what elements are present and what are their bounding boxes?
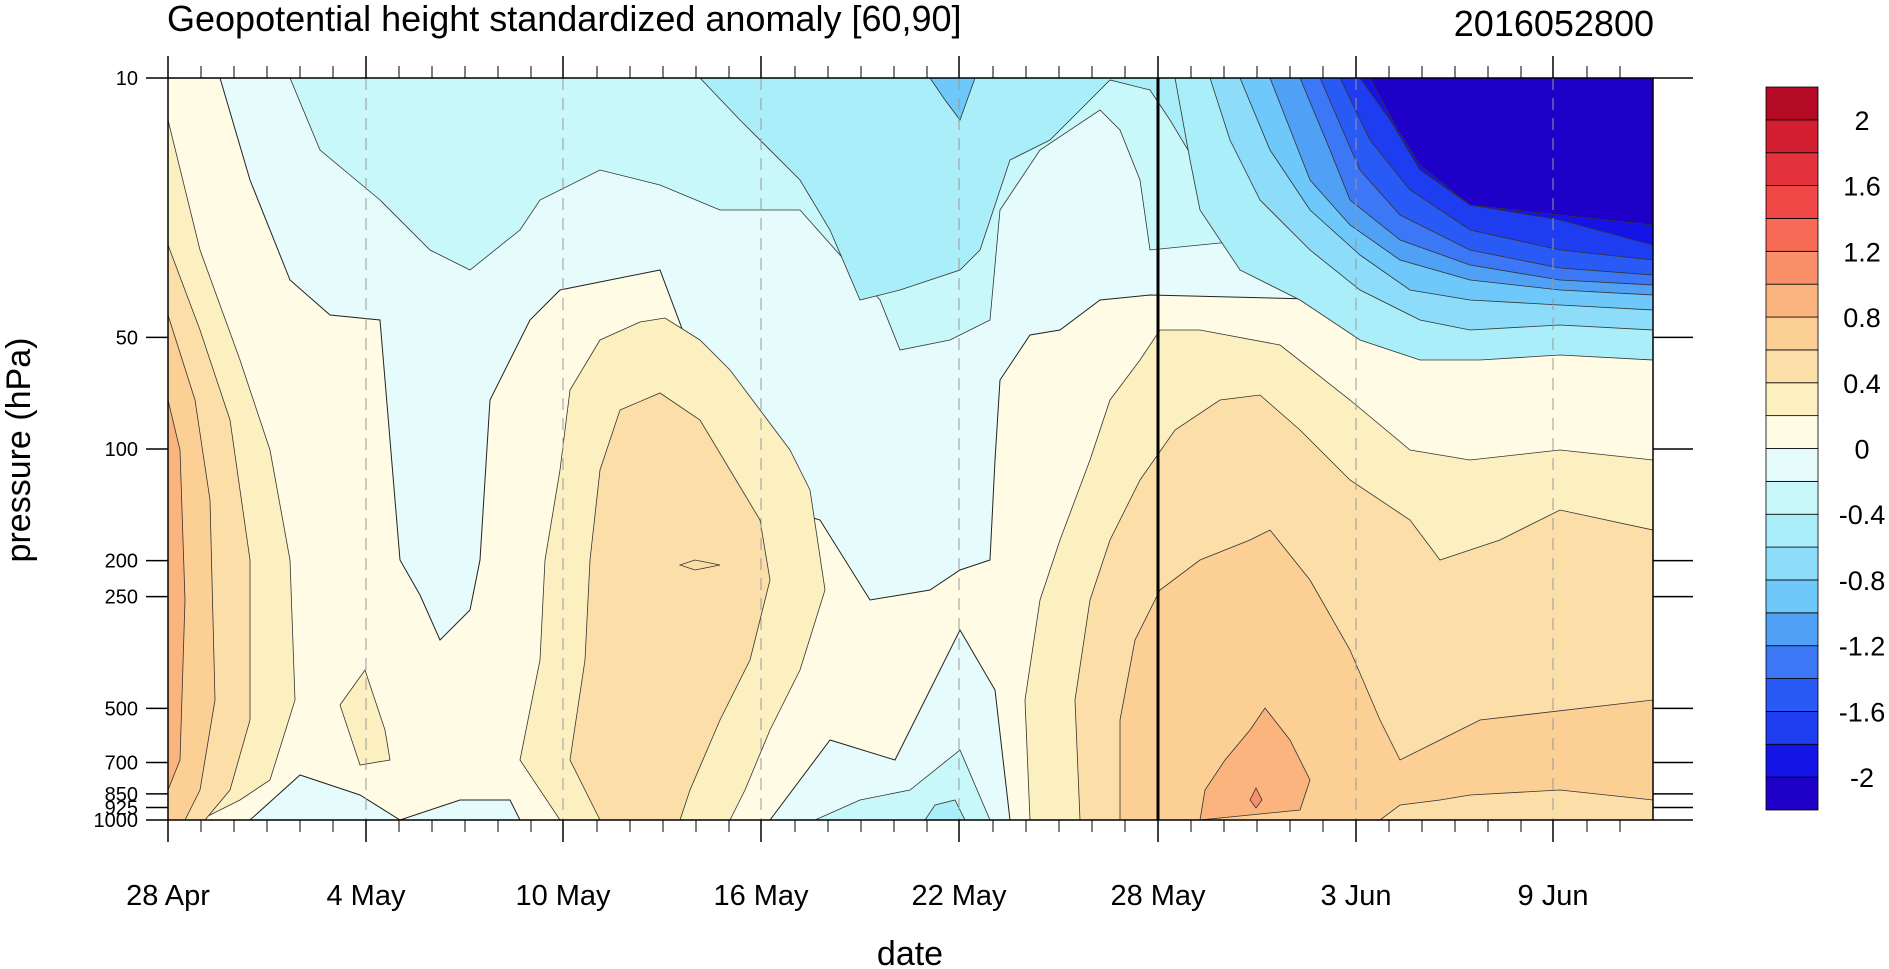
colorbar-swatch	[1765, 250, 1819, 285]
warm-patch-4may	[339, 669, 391, 766]
colorbar-label: 1.6	[1843, 172, 1881, 202]
warm-lobe-mid-may-2	[569, 392, 771, 820]
colorbar-swatch	[1765, 448, 1819, 482]
colorbar-swatch	[1765, 415, 1819, 449]
y-tick-label: 500	[105, 698, 138, 720]
colorbar-label: 0.8	[1843, 303, 1881, 333]
colorbar-swatch	[1765, 349, 1819, 384]
x-tick-label: 22 May	[911, 880, 1007, 912]
x-axis: 28 Apr 4 May 10 May 16 May 22 May 28 May 3 Jun…	[126, 56, 1621, 912]
y-axis-label: pressure (hPa)	[0, 338, 38, 563]
colorbar-swatch	[1765, 218, 1819, 252]
y-tick-label: 200	[105, 551, 138, 573]
y-tick-label: 10	[116, 68, 138, 90]
colorbar-label: -0.8	[1839, 566, 1886, 596]
cold-pocket-lower-left	[249, 774, 521, 820]
x-tick-label: 28 May	[1110, 880, 1206, 912]
colorbar-label: 2	[1854, 106, 1869, 136]
x-tick-label: 16 May	[713, 880, 809, 912]
colorbar-label: -0.4	[1839, 500, 1886, 530]
x-tick-label: 9 Jun	[1518, 880, 1589, 912]
colorbar-swatch	[1765, 382, 1819, 417]
colorbar-swatch	[1765, 283, 1819, 318]
x-tick-label: 3 Jun	[1321, 880, 1392, 912]
colorbar-swatch	[1765, 711, 1819, 745]
y-tick-label: 925	[105, 797, 138, 819]
x-tick-label: 28 Apr	[126, 880, 210, 912]
x-tick-label: 10 May	[515, 880, 611, 912]
colorbar-label: 1.2	[1843, 237, 1881, 267]
contour-field	[168, 78, 1653, 820]
colorbar-swatch	[1765, 546, 1819, 581]
y-tick-label: 700	[105, 753, 138, 775]
warm-region-core	[1249, 787, 1263, 809]
y-tick-label: 850	[105, 784, 138, 806]
date-stamp: 2016052800	[1454, 3, 1654, 44]
y-tick-label: 1000	[94, 810, 139, 832]
chart-title: Geopotential height standardized anomaly…	[167, 0, 962, 39]
colorbar-swatch	[1765, 152, 1819, 186]
colorbar-swatch	[1765, 743, 1819, 778]
y-tick-label: 100	[105, 439, 138, 461]
cold-june-core	[1369, 78, 1653, 226]
colorbar-label: 0	[1854, 435, 1869, 465]
x-tick-label: 4 May	[327, 880, 406, 912]
colorbar-swatch	[1765, 776, 1819, 811]
colorbar-swatch	[1765, 645, 1819, 679]
y-tick-label: 50	[116, 327, 138, 349]
colorbar-label: -1.2	[1839, 632, 1886, 662]
colorbar-label: -1.6	[1839, 697, 1886, 727]
cold-pocket-22may-3	[924, 799, 966, 820]
colorbar-label: -2	[1850, 763, 1874, 793]
warm-region-late-may-4	[1199, 707, 1311, 820]
colorbar-swatch	[1765, 316, 1819, 351]
warm-small-contour	[678, 559, 721, 571]
colorbar-swatch	[1765, 185, 1819, 219]
colorbar-label: 0.4	[1843, 369, 1881, 399]
colorbar-swatch	[1765, 480, 1819, 515]
x-axis-label: date	[877, 935, 943, 969]
colorbar-swatch	[1765, 119, 1819, 154]
warm-column-4	[168, 399, 186, 791]
colorbar-swatch	[1765, 513, 1819, 548]
cold-patch-22may	[929, 78, 976, 121]
colorbar: 2 1.6 1.2 0.8 0.4 0 -0.4 -0.8 -1.2 -1.6 -2	[1765, 86, 1886, 811]
y-tick-label: 250	[105, 587, 138, 609]
colorbar-swatch	[1765, 612, 1819, 647]
colorbar-swatch	[1765, 86, 1819, 121]
colorbar-swatch	[1765, 579, 1819, 614]
colorbar-swatch	[1765, 678, 1819, 712]
